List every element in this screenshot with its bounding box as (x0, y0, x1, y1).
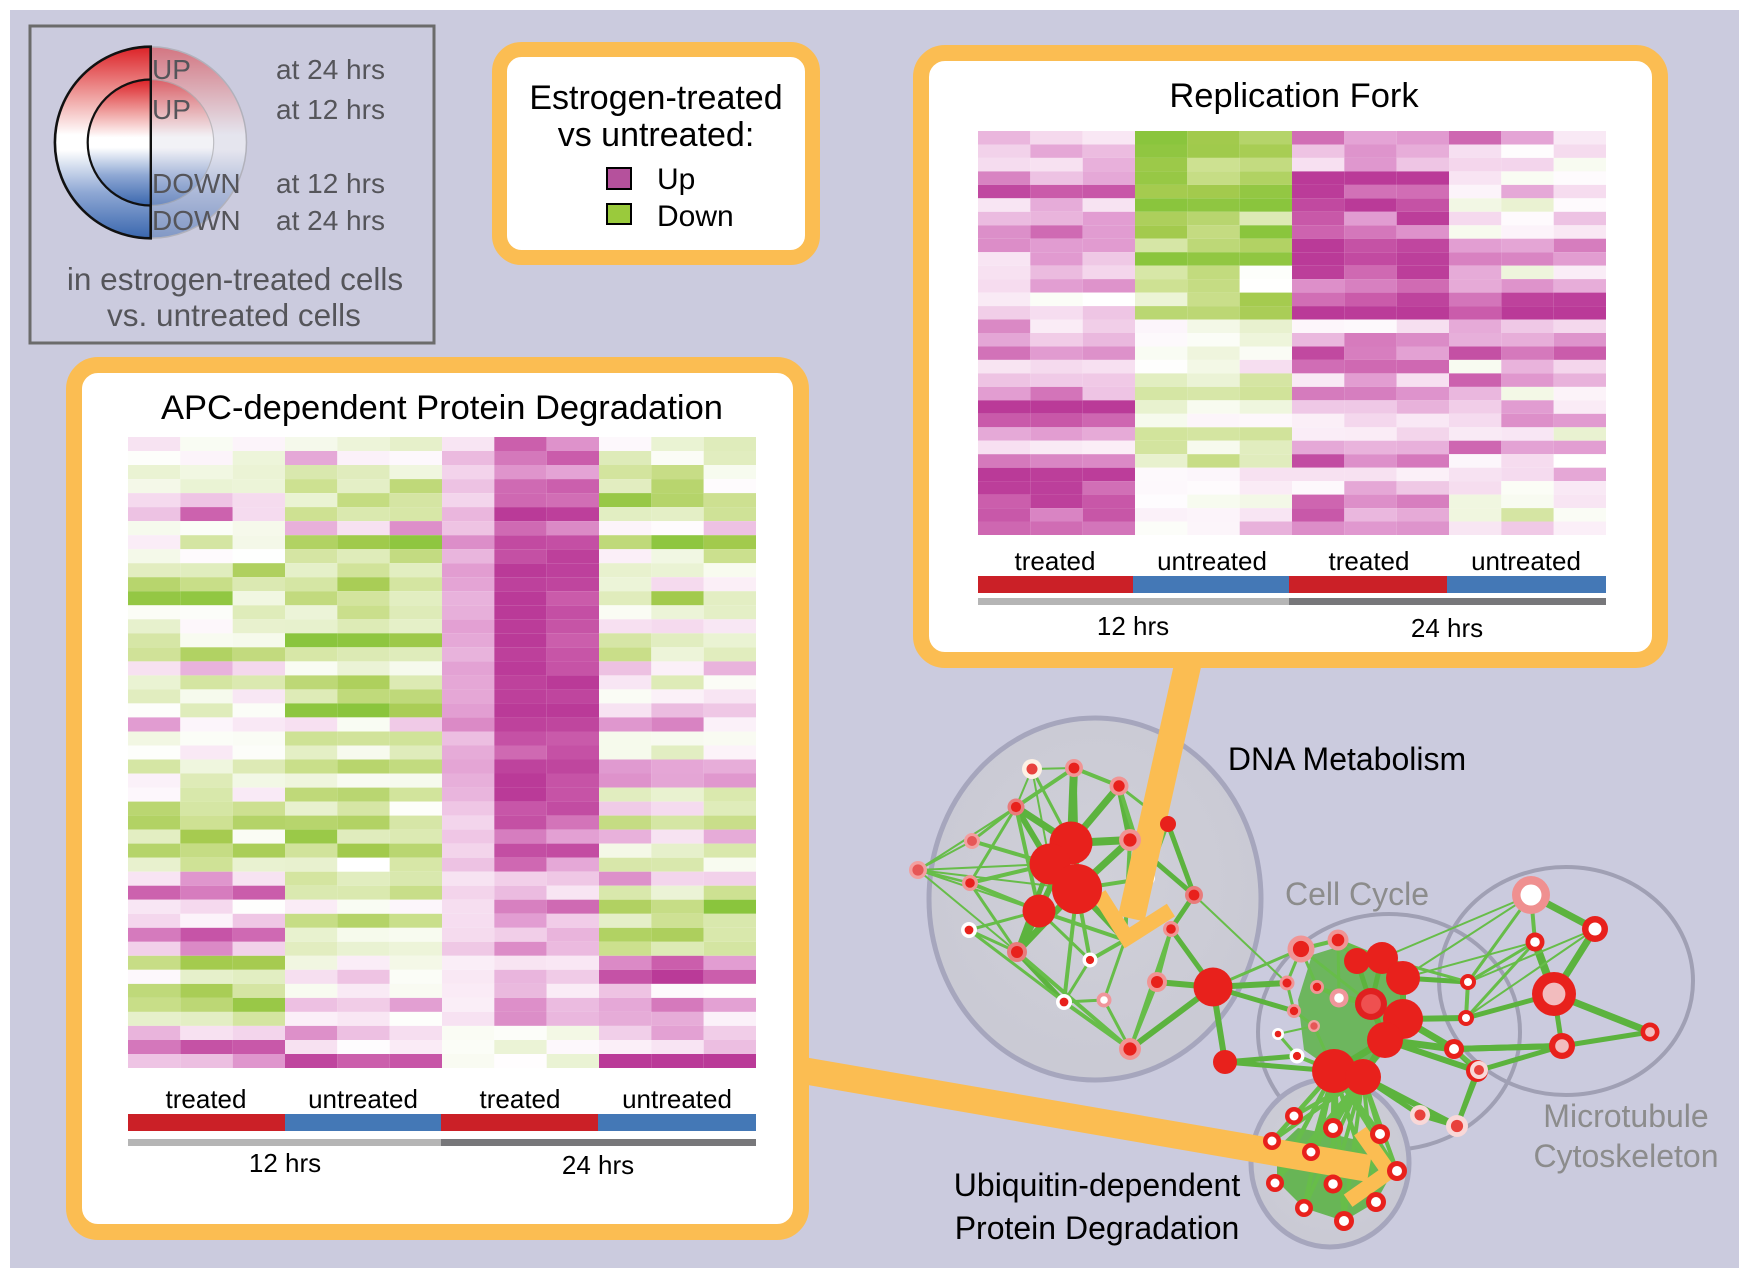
svg-text:untreated: untreated (1471, 546, 1581, 576)
svg-text:UP: UP (152, 54, 191, 85)
svg-text:untreated: untreated (622, 1084, 732, 1114)
svg-text:at 24 hrs: at 24 hrs (276, 54, 385, 85)
svg-text:treated: treated (166, 1084, 247, 1114)
svg-text:treated: treated (1015, 546, 1096, 576)
svg-text:Cell Cycle: Cell Cycle (1285, 876, 1429, 912)
svg-text:APC-dependent Protein Degradat: APC-dependent Protein Degradation (161, 389, 723, 427)
svg-text:treated: treated (480, 1084, 561, 1114)
svg-text:untreated: untreated (1157, 546, 1267, 576)
svg-text:Up: Up (657, 163, 695, 196)
svg-text:treated: treated (1329, 546, 1410, 576)
svg-text:Down: Down (657, 200, 734, 233)
svg-text:DOWN: DOWN (152, 168, 241, 199)
svg-text:Microtubule: Microtubule (1543, 1098, 1708, 1134)
svg-text:at 12 hrs: at 12 hrs (276, 94, 385, 125)
svg-text:DOWN: DOWN (152, 205, 241, 236)
svg-text:12 hrs: 12 hrs (249, 1148, 321, 1178)
svg-text:Replication Fork: Replication Fork (1169, 77, 1419, 115)
svg-text:Cytoskeleton: Cytoskeleton (1534, 1138, 1719, 1174)
svg-text:24 hrs: 24 hrs (1411, 613, 1483, 643)
svg-text:in estrogen-treated cells: in estrogen-treated cells (67, 261, 403, 297)
svg-text:at 12 hrs: at 12 hrs (276, 168, 385, 199)
svg-text:Protein Degradation: Protein Degradation (955, 1210, 1240, 1246)
svg-text:12 hrs: 12 hrs (1097, 611, 1169, 641)
svg-text:vs. untreated cells: vs. untreated cells (107, 297, 361, 333)
svg-text:Estrogen-treated: Estrogen-treated (529, 79, 782, 117)
svg-text:at 24 hrs: at 24 hrs (276, 205, 385, 236)
svg-text:UP: UP (152, 94, 191, 125)
svg-text:Ubiquitin-dependent: Ubiquitin-dependent (954, 1167, 1241, 1203)
svg-text:DNA Metabolism: DNA Metabolism (1228, 741, 1466, 777)
svg-text:untreated: untreated (308, 1084, 418, 1114)
svg-text:24 hrs: 24 hrs (562, 1150, 634, 1180)
svg-text:vs untreated:: vs untreated: (558, 116, 755, 154)
